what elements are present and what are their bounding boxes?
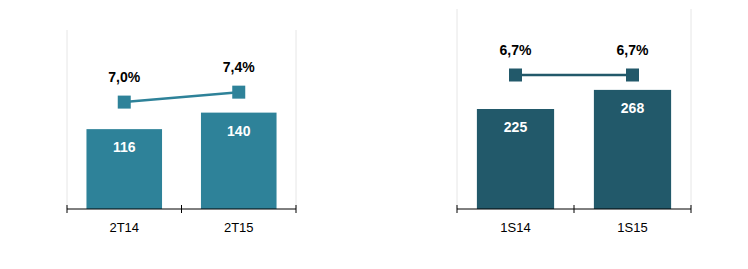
category-separator <box>457 205 458 213</box>
bar <box>594 90 671 209</box>
bar-label: 140 <box>227 123 251 139</box>
line-label: 6,7% <box>617 42 649 58</box>
bar <box>201 113 277 209</box>
bar <box>86 129 162 209</box>
bar <box>477 109 554 209</box>
y2-range-line <box>296 30 297 209</box>
line-label: 6,7% <box>500 42 532 58</box>
chart-canvas: 116 140 7,0% 7,4% 2T14 2T15 225 268 6,7% 6,7% 1S14… <box>0 0 748 269</box>
line <box>516 74 633 77</box>
y2-range-line <box>691 9 692 209</box>
category-separator <box>691 205 692 213</box>
category-separator <box>296 205 297 213</box>
bar-label: 116 <box>113 139 136 155</box>
bar-label: 268 <box>621 100 645 116</box>
labels: 225 268 6,7% 6,7% 1S14 1S15 <box>500 42 649 235</box>
marker <box>232 86 245 99</box>
marker <box>626 69 639 82</box>
chart-panel: 116 140 7,0% 7,4% 2T14 2T15 <box>67 30 296 235</box>
line-label: 7,4% <box>223 59 255 75</box>
y-range-line <box>67 30 68 209</box>
bar-label: 225 <box>504 119 528 135</box>
category-separator <box>574 205 575 213</box>
marker <box>509 69 522 82</box>
x-tick-label: 1S14 <box>500 220 530 235</box>
chart-panel: 225 268 6,7% 6,7% 1S14 1S15 <box>457 9 691 235</box>
line <box>124 92 239 102</box>
x-tick-label: 2T14 <box>109 220 139 235</box>
marks <box>477 69 671 210</box>
y-range-line <box>457 9 458 209</box>
marks <box>86 86 276 209</box>
category-separator <box>67 205 68 213</box>
marker <box>118 96 131 109</box>
category-separator <box>181 205 182 213</box>
x-tick-label: 1S15 <box>617 220 647 235</box>
x-tick-label: 2T15 <box>224 220 254 235</box>
line-label: 7,0% <box>108 69 140 85</box>
